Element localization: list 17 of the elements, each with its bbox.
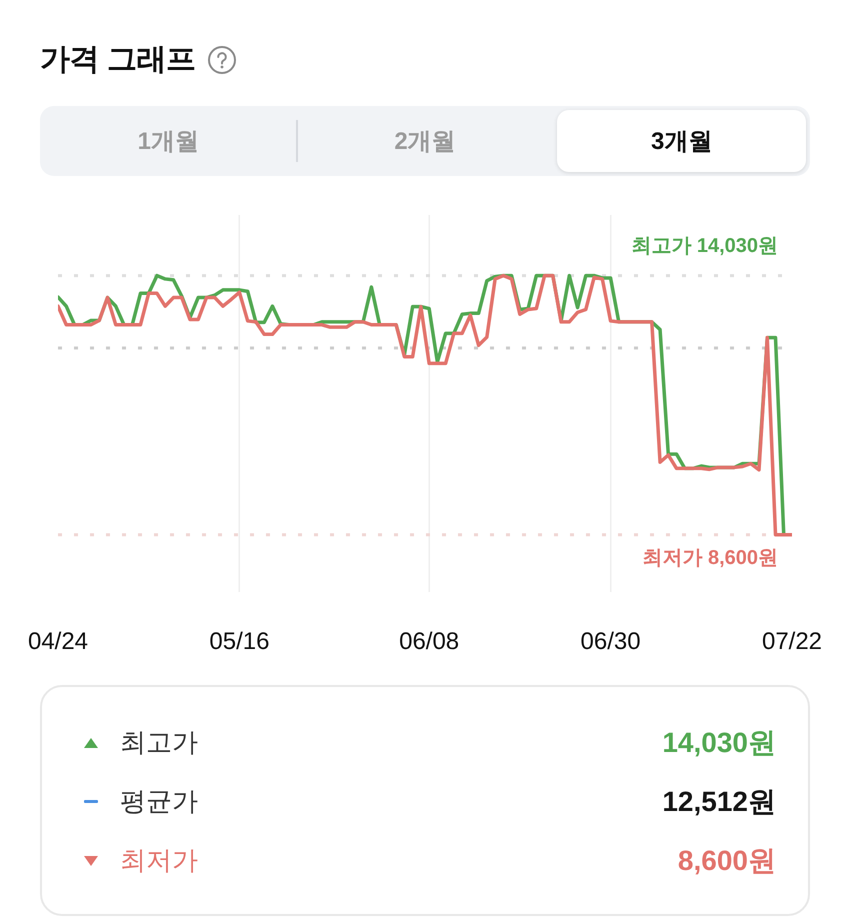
ref-line-label: 최고가 14,030원 [631, 235, 778, 258]
x-tick-label: 04/24 [28, 628, 88, 656]
tab[interactable]: 1개월 [44, 110, 293, 172]
x-tick-label: 07/22 [762, 628, 822, 656]
legend-label: 최고가 [120, 726, 198, 759]
text: 평균가 [120, 786, 198, 816]
chart-title: 가격 그래프 [40, 42, 196, 78]
tab[interactable]: 2개월 [300, 110, 550, 172]
selected-tab[interactable]: 3개월 [557, 110, 806, 172]
ref-line-label: 최저가 8,600원 [642, 547, 778, 570]
x-tick-label: 05/16 [209, 628, 270, 656]
x-tick-label: 06/08 [399, 628, 460, 656]
x-tick-label: 06/30 [580, 628, 641, 656]
legend-label: 최저가 [120, 844, 198, 877]
text: 14,030원 [662, 727, 776, 758]
text: 8,600원 [678, 845, 776, 876]
text: 12,512원 [662, 786, 776, 817]
